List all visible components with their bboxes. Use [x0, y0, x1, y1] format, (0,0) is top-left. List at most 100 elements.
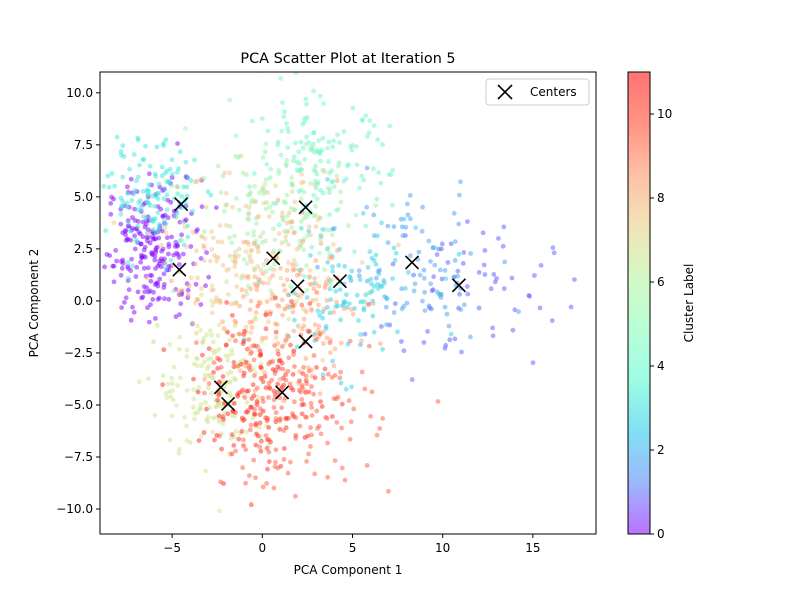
x-axis-ticks: −5 0 5 10 15 [163, 534, 541, 555]
data-point [248, 427, 253, 433]
data-point [444, 311, 450, 317]
data-point [308, 400, 314, 406]
data-point [215, 397, 221, 403]
data-point [238, 153, 244, 159]
data-point [286, 129, 291, 135]
data-point [160, 382, 166, 388]
data-point [169, 234, 175, 240]
data-point [374, 196, 380, 202]
data-point [267, 276, 273, 282]
data-point [243, 324, 249, 330]
data-point [327, 227, 333, 233]
data-point [156, 181, 162, 187]
data-point [174, 210, 180, 216]
data-point [335, 132, 340, 138]
data-point [327, 170, 332, 176]
data-point [168, 394, 174, 400]
data-point [399, 306, 405, 312]
data-point [411, 288, 417, 294]
data-point [313, 212, 318, 218]
data-point [286, 355, 292, 361]
data-point [245, 346, 250, 352]
data-point [255, 245, 261, 251]
y-tick-label: −5.0 [64, 398, 93, 412]
data-point [122, 300, 127, 305]
y-tick-label: −2.5 [64, 346, 93, 360]
x-tick-label: 15 [525, 541, 540, 555]
data-point [108, 201, 114, 206]
data-point [127, 166, 132, 172]
y-tick-label: 7.5 [74, 138, 93, 152]
data-point [195, 323, 200, 329]
data-point [247, 307, 253, 312]
data-point [371, 212, 377, 218]
data-point [333, 288, 339, 294]
data-point [335, 248, 340, 254]
data-point [221, 208, 227, 214]
data-point [371, 166, 376, 172]
data-point [162, 186, 168, 192]
data-point [282, 109, 287, 115]
data-point [191, 387, 196, 392]
data-point [245, 274, 251, 279]
data-point [248, 286, 254, 292]
data-point [285, 145, 290, 151]
data-point [139, 295, 145, 301]
data-point [303, 309, 309, 314]
data-point [170, 171, 175, 177]
data-point [319, 404, 325, 409]
data-point [405, 201, 410, 207]
data-point [490, 333, 496, 339]
data-point [201, 430, 207, 435]
data-point [393, 250, 399, 256]
data-point [284, 277, 290, 283]
data-point [114, 134, 120, 140]
data-point [245, 231, 251, 237]
data-point [211, 370, 216, 375]
data-point [550, 245, 556, 251]
data-point [342, 263, 347, 269]
colorbar-tick-label: 6 [657, 275, 665, 289]
data-point [135, 207, 141, 213]
data-point [289, 189, 295, 195]
data-point [198, 302, 204, 307]
data-point [231, 360, 237, 365]
data-point [212, 299, 218, 305]
data-point [230, 313, 235, 318]
data-point [164, 192, 170, 198]
data-point [276, 170, 282, 176]
data-point [179, 237, 185, 243]
data-point [311, 192, 317, 198]
data-point [325, 185, 331, 191]
data-point [360, 260, 365, 265]
chart-title: PCA Scatter Plot at Iteration 5 [240, 51, 455, 67]
data-point [265, 319, 271, 324]
data-point [384, 322, 390, 327]
data-point [242, 395, 248, 400]
data-point [267, 175, 273, 181]
data-point [258, 448, 264, 454]
data-point [290, 411, 295, 416]
data-point [247, 253, 253, 259]
data-point [260, 379, 266, 385]
data-point [155, 196, 161, 202]
data-point [512, 307, 518, 313]
data-point [252, 199, 258, 204]
data-point [299, 326, 305, 332]
data-point [313, 258, 319, 263]
data-point [209, 332, 214, 338]
data-point [264, 446, 270, 451]
data-point [102, 264, 107, 270]
data-point [249, 118, 255, 124]
data-point [282, 306, 288, 312]
data-point [359, 369, 365, 375]
data-point [391, 245, 397, 251]
data-point [263, 312, 269, 317]
data-point [198, 176, 204, 182]
data-point [287, 381, 293, 387]
data-point [248, 298, 254, 304]
data-point [307, 274, 312, 279]
data-point [293, 493, 298, 499]
data-point [163, 137, 169, 143]
data-point [341, 179, 347, 184]
